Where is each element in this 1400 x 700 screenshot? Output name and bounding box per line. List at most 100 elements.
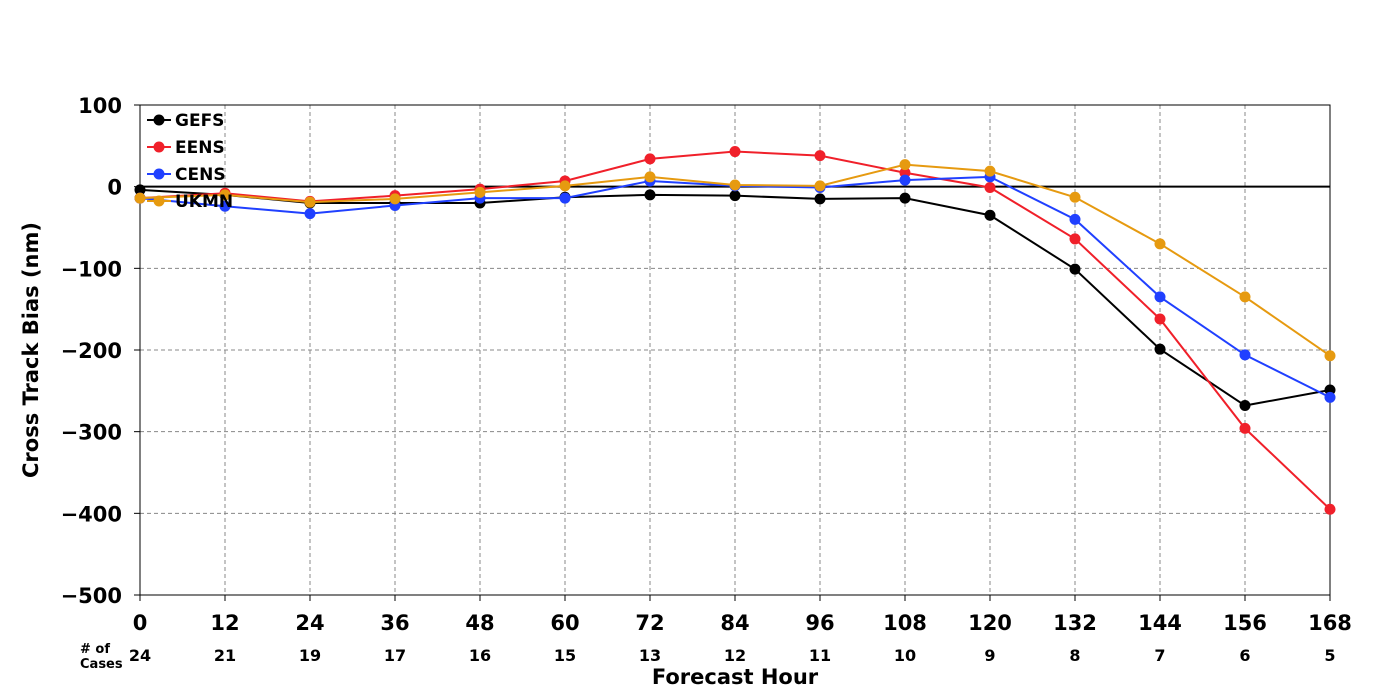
case-counts: # of Cases 24 21 19 17 16 15 13 12 11 10 9 8 7 6 5 — [80, 642, 1336, 672]
data-point-eens-11 — [1069, 233, 1081, 245]
data-point-gefs-8 — [814, 193, 826, 205]
data-point-gefs-12 — [1154, 343, 1166, 355]
y-tick-label-2: −100 — [61, 257, 122, 281]
y-tick-labels: 100 0 −100 −200 −300 −400 −500 — [61, 94, 140, 608]
case-count-7: 12 — [724, 646, 746, 665]
y-tick-label-5: −400 — [61, 502, 122, 526]
case-count-8: 11 — [809, 646, 831, 665]
case-count-10: 9 — [984, 646, 995, 665]
data-point-ukmn-10 — [984, 165, 996, 177]
legend: GEFS EENS CENS UKMN — [147, 111, 233, 212]
legend-label-gefs: GEFS — [175, 111, 224, 131]
cases-title-line2: Cases — [80, 657, 123, 672]
legend-label-cens: CENS — [175, 165, 226, 185]
grid — [139, 104, 1331, 596]
case-count-12: 7 — [1154, 646, 1165, 665]
legend-label-ukmn: UKMN — [175, 192, 233, 212]
y-tick-label-4: −300 — [61, 421, 122, 445]
legend-item-ukmn: UKMN — [147, 192, 233, 212]
y-tick-label-6: −500 — [61, 584, 122, 608]
x-tick-label-4: 48 — [465, 611, 494, 635]
series-ukmn — [134, 159, 1336, 362]
data-point-ukmn-3 — [389, 193, 401, 205]
data-point-ukmn-4 — [474, 186, 486, 198]
data-point-ukmn-0 — [134, 192, 146, 204]
x-tick-label-14: 168 — [1308, 611, 1352, 635]
data-point-gefs-0 — [134, 184, 146, 196]
y-tick-label-0: 100 — [78, 94, 122, 118]
legend-marker-cens — [153, 168, 165, 180]
case-count-13: 6 — [1239, 646, 1250, 665]
data-point-ukmn-7 — [729, 179, 741, 191]
cases-title-line1: # of — [80, 642, 110, 657]
data-point-cens-1 — [219, 200, 231, 212]
data-point-ukmn-13 — [1239, 291, 1251, 303]
x-tick-label-7: 84 — [720, 611, 749, 635]
data-point-cens-14 — [1324, 391, 1336, 403]
case-count-4: 16 — [469, 646, 491, 665]
data-point-cens-2 — [304, 208, 316, 220]
y-tick-label-3: −200 — [61, 339, 122, 363]
legend-item-cens: CENS — [147, 165, 226, 185]
data-point-cens-13 — [1239, 349, 1251, 361]
data-point-ukmn-8 — [814, 180, 826, 192]
case-count-5: 15 — [554, 646, 576, 665]
data-point-ukmn-9 — [899, 159, 911, 171]
x-tick-label-0: 0 — [133, 611, 148, 635]
x-tick-label-3: 36 — [380, 611, 409, 635]
legend-label-eens: EENS — [175, 138, 225, 158]
data-point-ukmn-12 — [1154, 238, 1166, 250]
case-count-1: 21 — [214, 646, 236, 665]
data-point-gefs-7 — [729, 190, 741, 202]
x-axis-title: Forecast Hour — [652, 665, 819, 689]
case-count-2: 19 — [299, 646, 321, 665]
case-count-0: 24 — [129, 646, 151, 665]
data-point-gefs-6 — [644, 189, 656, 201]
legend-marker-eens — [153, 141, 165, 153]
case-count-14: 5 — [1324, 646, 1335, 665]
data-point-eens-7 — [729, 146, 741, 158]
case-count-9: 10 — [894, 646, 916, 665]
legend-item-gefs: GEFS — [147, 111, 224, 131]
data-point-ukmn-5 — [559, 180, 571, 192]
case-count-6: 13 — [639, 646, 661, 665]
data-point-ukmn-2 — [304, 196, 316, 208]
case-count-3: 17 — [384, 646, 406, 665]
x-tick-label-8: 96 — [805, 611, 834, 635]
data-point-eens-8 — [814, 150, 826, 162]
x-tick-label-5: 60 — [550, 611, 579, 635]
data-point-cens-5 — [559, 192, 571, 204]
x-tick-label-2: 24 — [295, 611, 324, 635]
data-point-cens-12 — [1154, 291, 1166, 303]
data-point-eens-6 — [644, 153, 656, 165]
x-tick-label-13: 156 — [1223, 611, 1267, 635]
y-tick-label-1: 0 — [107, 176, 122, 200]
x-tick-label-12: 144 — [1138, 611, 1182, 635]
data-point-ukmn-6 — [644, 171, 656, 183]
x-tick-label-1: 12 — [210, 611, 239, 635]
legend-marker-gefs — [153, 114, 165, 126]
data-point-eens-12 — [1154, 313, 1166, 325]
data-point-ukmn-1 — [219, 189, 231, 201]
x-tick-labels: 0 12 24 36 48 60 72 84 96 108 120 132 144 156 168 — [133, 595, 1352, 635]
legend-item-eens: EENS — [147, 138, 225, 158]
x-tick-label-9: 108 — [883, 611, 927, 635]
series-group — [134, 146, 1336, 515]
data-point-ukmn-11 — [1069, 191, 1081, 203]
x-tick-label-6: 72 — [635, 611, 664, 635]
x-tick-label-11: 132 — [1053, 611, 1097, 635]
data-point-eens-14 — [1324, 503, 1336, 515]
data-point-gefs-13 — [1239, 400, 1251, 412]
case-count-11: 8 — [1069, 646, 1080, 665]
data-point-gefs-10 — [984, 209, 996, 221]
data-point-eens-13 — [1239, 422, 1251, 434]
legend-marker-ukmn — [153, 195, 165, 207]
data-point-cens-9 — [899, 174, 911, 186]
data-point-ukmn-14 — [1324, 350, 1336, 362]
x-tick-label-10: 120 — [968, 611, 1012, 635]
y-axis-title: Cross Track Bias (nm) — [19, 222, 43, 478]
data-point-gefs-11 — [1069, 263, 1081, 275]
data-point-eens-10 — [984, 181, 996, 193]
data-point-gefs-9 — [899, 192, 911, 204]
